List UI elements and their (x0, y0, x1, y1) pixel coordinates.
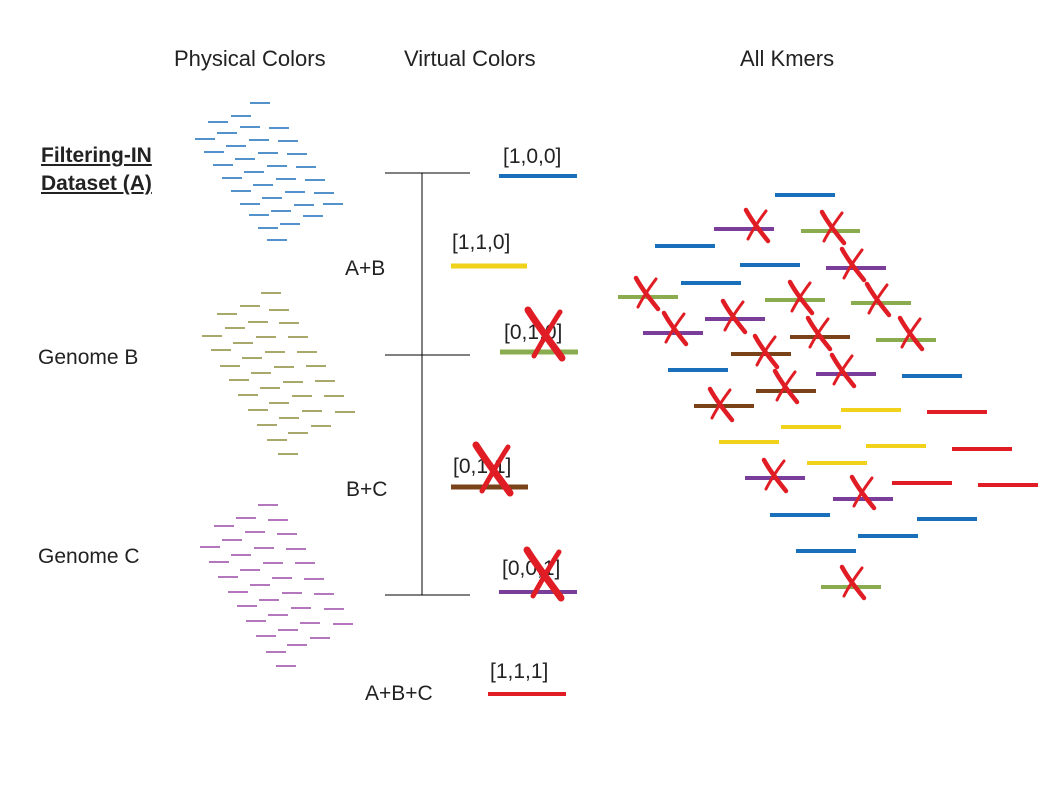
cross-mark-icon (808, 318, 830, 349)
cross-mark-icon (636, 278, 658, 309)
all-kmers-header: All Kmers (740, 46, 835, 71)
cross-mark-icon (867, 284, 889, 315)
dataset-a-label-line1: Filtering-IN (41, 144, 152, 167)
cross-mark-icon (790, 282, 812, 313)
genome-b-label: Genome B (38, 346, 139, 369)
genome-c-label: Genome C (38, 545, 140, 568)
hierarchy-bracket (385, 172, 470, 596)
cross-mark-icon (852, 477, 874, 508)
cross-mark-icon (842, 249, 864, 280)
cross-mark-icon (723, 301, 745, 332)
group-ab-label: A+B (345, 257, 386, 280)
genome-b-kmers (202, 292, 355, 455)
all-kmers-cloud (618, 193, 1038, 589)
vector-label-100: [1,0,0] (503, 145, 562, 168)
virtual-color-bars (451, 174, 578, 696)
cross-mark-icon (664, 313, 686, 344)
cross-mark-icon (832, 355, 854, 386)
cross-mark-icon (822, 212, 844, 243)
cross-mark-icon (746, 210, 768, 241)
group-abc-label: A+B+C (365, 682, 433, 705)
dataset-a-label-line2: Dataset (A) (41, 172, 152, 195)
cross-mark-icon (775, 371, 797, 402)
vector-label-110: [1,1,0] (452, 231, 511, 254)
dataset-a-kmers (195, 102, 343, 241)
cross-mark-icon (764, 460, 786, 491)
cross-mark-icon (755, 336, 777, 367)
genome-c-kmers (200, 504, 353, 667)
group-bc-label: B+C (346, 478, 388, 501)
vector-label-111: [1,1,1] (490, 660, 549, 683)
cross-mark-icon (900, 318, 922, 349)
physical-colors-header: Physical Colors (174, 46, 326, 71)
virtual-colors-header: Virtual Colors (404, 46, 536, 71)
cross-mark-icon (842, 567, 864, 598)
